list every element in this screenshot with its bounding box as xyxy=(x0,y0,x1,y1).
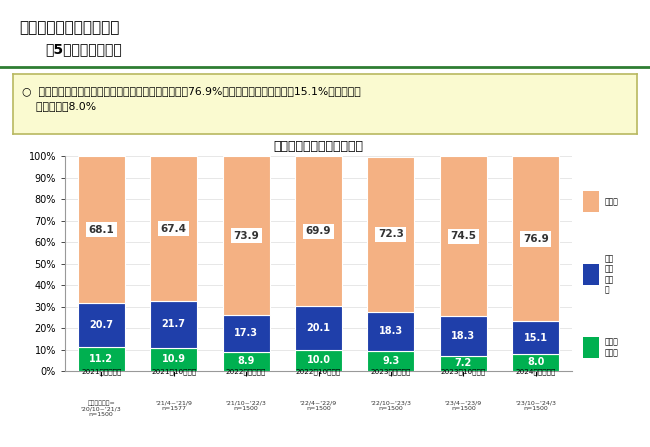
Text: '21/10~'22/3
n=1500: '21/10~'22/3 n=1500 xyxy=(226,400,266,411)
Bar xyxy=(78,303,125,347)
Text: 変動型: 変動型 xyxy=(604,197,618,206)
Text: 全期間
固定型: 全期間 固定型 xyxy=(604,337,618,357)
Bar xyxy=(367,156,415,312)
Bar xyxy=(583,264,599,285)
Bar xyxy=(295,156,342,307)
Text: 73.9: 73.9 xyxy=(233,231,259,240)
Text: 8.0: 8.0 xyxy=(527,358,545,367)
Text: 2021年10月調査: 2021年10月調査 xyxy=(151,369,196,375)
Text: 調査対象期間=
'20/10~'21/3
n=1500: 調査対象期間= '20/10~'21/3 n=1500 xyxy=(81,400,122,417)
Bar xyxy=(512,354,559,371)
Text: 18.3: 18.3 xyxy=(451,331,475,341)
Text: 15.1: 15.1 xyxy=(524,333,548,343)
Bar xyxy=(295,307,342,350)
Text: 9.3: 9.3 xyxy=(382,356,400,366)
Text: ○  利用した住宅ローンの金利タイプは、「変動型」が76.9%、「固定期間選択型」が15.1%、「全期間
    固定型」が8.0%: ○ 利用した住宅ローンの金利タイプは、「変動型」が76.9%、「固定期間選択型」… xyxy=(22,86,361,110)
Text: 67.4: 67.4 xyxy=(161,224,187,234)
Text: 20.7: 20.7 xyxy=(89,320,113,330)
Bar xyxy=(222,315,270,352)
Text: 2022年10月調査: 2022年10月調査 xyxy=(296,369,341,375)
Bar xyxy=(150,156,197,301)
Bar xyxy=(583,337,599,358)
Bar xyxy=(295,350,342,371)
Text: 2024年４月調査: 2024年４月調査 xyxy=(515,369,556,375)
Bar xyxy=(440,156,487,316)
Text: '22/10~'23/3
n=1500: '22/10~'23/3 n=1500 xyxy=(370,400,411,411)
Bar xyxy=(222,352,270,371)
Text: '23/10~'24/3
n=1500: '23/10~'24/3 n=1500 xyxy=(515,400,556,411)
Text: 10.9: 10.9 xyxy=(162,354,186,364)
Text: 2022年４月調査: 2022年４月調査 xyxy=(226,369,266,375)
Text: 74.5: 74.5 xyxy=(450,232,476,241)
Text: 固定
期間
選択
型: 固定 期間 選択 型 xyxy=(604,254,614,295)
Text: 21.7: 21.7 xyxy=(162,319,186,329)
Text: '21/4~'21/9
n=1577: '21/4~'21/9 n=1577 xyxy=(155,400,192,411)
Text: 76.9: 76.9 xyxy=(523,234,549,244)
Text: 11.2: 11.2 xyxy=(89,354,113,364)
Text: 2023年４月調査: 2023年４月調査 xyxy=(370,369,411,375)
Text: '22/4~'22/9
n=1500: '22/4~'22/9 n=1500 xyxy=(300,400,337,411)
Text: 20.1: 20.1 xyxy=(307,323,330,333)
Bar xyxy=(512,321,559,354)
Text: 68.1: 68.1 xyxy=(88,224,114,235)
Text: 8.9: 8.9 xyxy=(237,356,255,367)
Bar xyxy=(78,156,125,303)
Text: 2021年４月調査: 2021年４月調査 xyxy=(81,369,122,375)
Bar xyxy=(78,347,125,371)
Bar xyxy=(150,301,197,348)
Text: １．利用した住宅ローン: １．利用した住宅ローン xyxy=(20,20,120,35)
Text: 69.9: 69.9 xyxy=(306,227,332,236)
Bar xyxy=(583,191,599,212)
Bar xyxy=(440,355,487,371)
Bar xyxy=(367,351,415,371)
Text: 17.3: 17.3 xyxy=(234,329,258,338)
Bar xyxy=(150,348,197,371)
Title: 利用した金利タイプの割合: 利用した金利タイプの割合 xyxy=(274,139,363,152)
Bar xyxy=(367,312,415,351)
Text: '23/4~'23/9
n=1500: '23/4~'23/9 n=1500 xyxy=(445,400,482,411)
Text: （5）　金利タイプ: （5） 金利タイプ xyxy=(46,42,122,56)
Text: 72.3: 72.3 xyxy=(378,229,404,239)
Bar xyxy=(222,156,270,315)
Text: 10.0: 10.0 xyxy=(307,355,330,365)
Bar xyxy=(512,156,559,321)
Text: 18.3: 18.3 xyxy=(379,326,403,337)
Text: 2023年10月調査: 2023年10月調査 xyxy=(441,369,486,375)
Text: 7.2: 7.2 xyxy=(455,358,472,368)
Bar xyxy=(440,316,487,355)
